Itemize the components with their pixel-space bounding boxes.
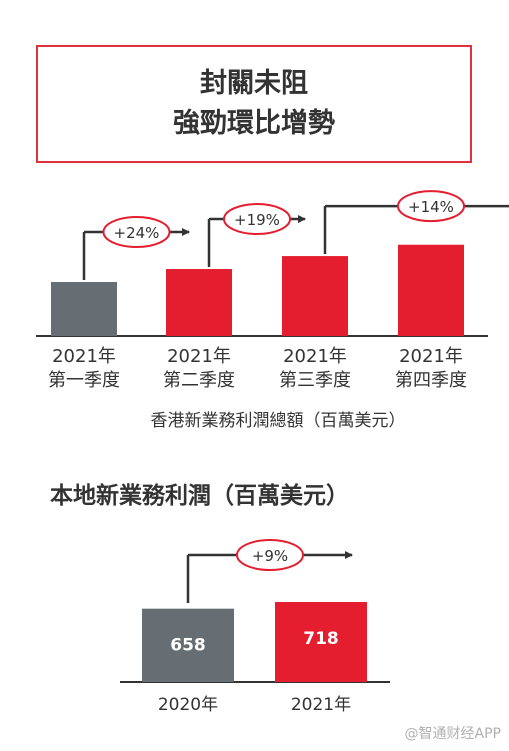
chart2-title: 本地新業務利潤（百萬美元）	[50, 482, 349, 509]
chart2-tick-label-0: 2020年	[158, 695, 218, 715]
chart1-growth-label-1: +19%	[234, 211, 280, 229]
chart1-bar-0	[51, 282, 117, 336]
chart1-tick-label-quarter-2: 第三季度	[279, 370, 351, 391]
chart1-bar-1	[166, 269, 232, 336]
chart1-tick-label-quarter-3: 第四季度	[395, 370, 467, 391]
chart1-growth-label-0: +24%	[114, 224, 160, 242]
chart1-tick-label-year-1: 2021年	[167, 346, 231, 367]
chart1-bar-2	[282, 256, 348, 336]
chart2-tick-label-1: 2021年	[291, 695, 351, 715]
chart1-growth-ellipse-2	[397, 190, 465, 223]
chart1-tick-label-quarter-0: 第一季度	[48, 370, 120, 391]
chart2-data-label-0: 658	[170, 636, 206, 656]
chart1-growth-ellipse-0	[102, 216, 171, 248]
chart1-bar-3	[398, 244, 464, 336]
chart2-data-label-1: 718	[303, 629, 339, 649]
headline-line-2: 強勁環比增勢	[173, 108, 335, 139]
headline-line-1: 封關未阻	[200, 68, 308, 99]
chart2-bar-1	[275, 602, 367, 682]
chart2-bar-0	[142, 608, 234, 682]
headline-box: 封關未阻 強勁環比增勢	[36, 45, 472, 163]
chart1-tick-label-year-0: 2021年	[52, 346, 116, 367]
chart1-tick-label-year-2: 2021年	[283, 346, 347, 367]
chart2-growth-label-0: +9%	[252, 547, 288, 565]
chart1-tick-label-year-3: 2021年	[399, 346, 463, 367]
chart1-growth-label-2: +14%	[408, 198, 454, 216]
chart1-growth-ellipse-1	[223, 203, 291, 236]
chart1-axis-caption: 香港新業務利潤總額（百萬美元）	[151, 411, 406, 431]
chart2-growth-ellipse-0	[236, 539, 304, 571]
watermark: @智通财经APP	[404, 726, 501, 742]
chart1-tick-label-quarter-1: 第二季度	[163, 370, 235, 391]
